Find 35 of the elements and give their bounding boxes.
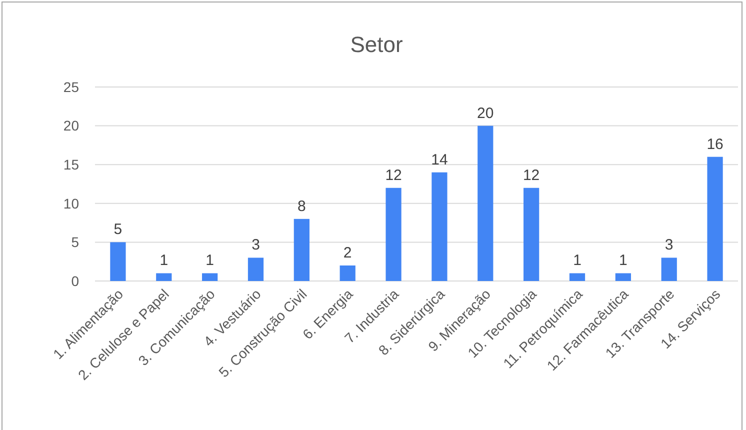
bar — [615, 273, 631, 281]
data-label: 2 — [343, 244, 352, 262]
bar — [202, 273, 218, 281]
y-tick-label: 0 — [71, 272, 80, 289]
bar — [661, 258, 677, 281]
y-tick-label: 25 — [63, 78, 80, 95]
data-label: 14 — [431, 151, 448, 168]
data-label: 12 — [385, 166, 402, 184]
data-label: 1 — [573, 252, 582, 270]
y-tick-label: 20 — [63, 118, 80, 134]
bar — [248, 258, 264, 281]
y-tick-label: 15 — [63, 156, 80, 172]
data-label: 5 — [114, 221, 122, 238]
data-label: 16 — [706, 136, 724, 153]
bar — [340, 265, 356, 281]
bar — [524, 188, 540, 281]
bar — [386, 188, 402, 281]
data-label: 3 — [664, 236, 674, 254]
bar — [569, 273, 586, 281]
y-tick-label: 10 — [63, 195, 80, 212]
data-label: 1 — [160, 252, 168, 270]
data-label: 3 — [252, 236, 260, 254]
bar — [707, 156, 723, 281]
bar — [294, 218, 310, 281]
data-label: 20 — [477, 104, 494, 122]
bar — [156, 273, 172, 281]
data-label: 8 — [298, 198, 306, 215]
bar — [432, 172, 448, 281]
data-label: 1 — [619, 252, 628, 270]
y-tick-label: 5 — [71, 234, 80, 250]
bar — [110, 242, 126, 281]
bar — [478, 126, 494, 281]
data-label: 1 — [206, 252, 214, 270]
chart-title: Setor — [350, 32, 403, 57]
data-label: 12 — [522, 166, 540, 184]
